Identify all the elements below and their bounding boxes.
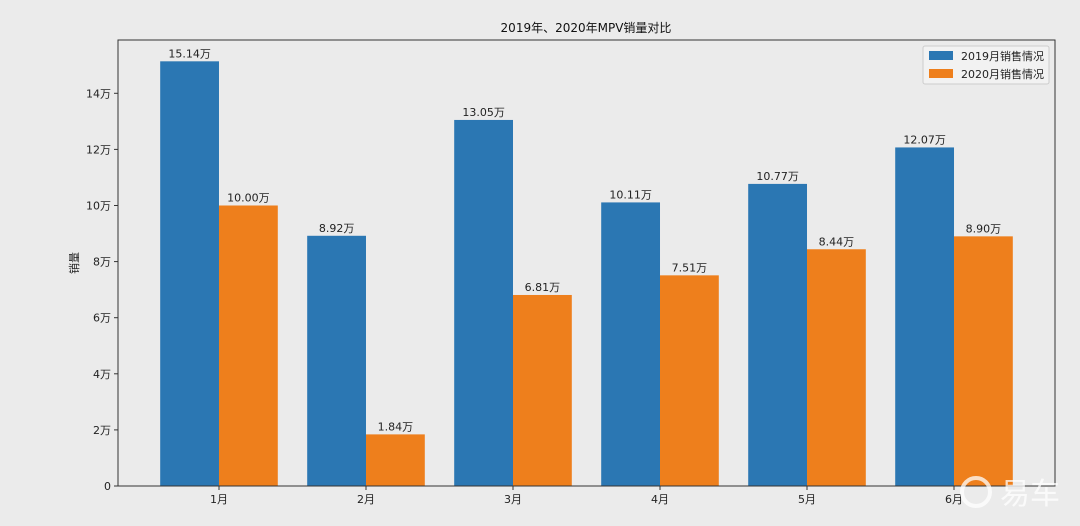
bar-2020-5 [807,249,866,486]
watermark: 易车 [960,476,1060,512]
data-label: 8.44万 [819,235,855,248]
data-label: 10.11万 [609,188,652,201]
legend-box [922,45,1050,85]
x-tick-label: 2月 [357,493,375,506]
bar-2019-6 [895,147,955,486]
data-label: 8.92万 [319,222,355,235]
legend-label-2019: 2019月销售情况 [961,49,1044,63]
bar-2019-3 [454,119,513,487]
data-label: 6.81万 [525,281,561,294]
data-label: 8.90万 [966,222,1002,235]
y-tick-label: 4万 [93,368,111,381]
y-tick-label: 12万 [86,143,111,156]
data-label: 10.77万 [756,170,799,183]
y-axis-label: 销量 [67,252,81,274]
y-tick-label: 6万 [93,312,111,325]
plot-frame [117,39,1056,487]
bar-2019-2 [307,235,366,486]
bar-2019-4 [601,202,661,486]
x-tick-label: 6月 [945,493,963,506]
bar-2020-3 [512,294,572,486]
data-label: 13.05万 [462,106,505,119]
y-tick-label: 0 [104,480,111,493]
y-tick-label: 8万 [93,256,111,269]
data-label: 15.14万 [168,47,211,60]
x-tick-label: 1月 [210,493,228,506]
data-label: 12.07万 [903,133,946,146]
legend-swatch-2020 [929,69,953,78]
data-label: 10.00万 [227,191,270,204]
x-tick-label: 3月 [504,493,522,506]
legend: 2019月销售情况 2020月销售情况 [922,45,1050,85]
y-tick-label: 10万 [86,199,111,212]
bar-2020-4 [660,275,719,486]
data-label: 7.51万 [672,261,708,274]
y-tick-label: 2万 [93,424,111,437]
bar-2020-1 [218,205,278,486]
legend-label-2020: 2020月销售情况 [961,67,1044,81]
bar-2020-6 [954,236,1013,486]
chart-title: 2019年、2020年MPV销量对比 [501,21,672,35]
legend-swatch-2019 [929,51,953,60]
watermark-text: 易车 [1000,477,1060,512]
bar-2019-1 [160,61,219,486]
watermark-logo-icon [960,476,992,508]
x-tick-label: 5月 [798,493,816,506]
y-tick-label: 14万 [86,87,111,100]
bar-2020-2 [365,434,425,486]
data-label: 1.84万 [378,420,414,433]
bar-2019-5 [748,183,808,486]
x-tick-label: 4月 [651,493,669,506]
